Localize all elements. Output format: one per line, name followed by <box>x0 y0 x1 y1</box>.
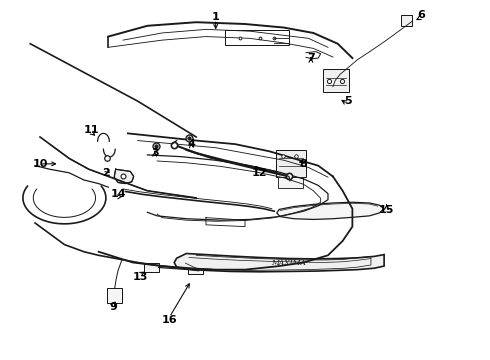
Polygon shape <box>277 202 384 220</box>
Text: 13: 13 <box>132 272 148 282</box>
FancyBboxPatch shape <box>401 14 413 26</box>
Bar <box>225 30 289 45</box>
FancyBboxPatch shape <box>276 150 306 177</box>
Text: MAXIMA: MAXIMA <box>271 259 306 267</box>
Text: 4: 4 <box>187 139 195 149</box>
FancyBboxPatch shape <box>188 266 203 274</box>
Polygon shape <box>174 253 384 272</box>
FancyBboxPatch shape <box>145 263 159 272</box>
Text: 8: 8 <box>300 159 307 169</box>
Text: 6: 6 <box>417 10 425 20</box>
Text: 2: 2 <box>102 168 110 178</box>
Text: 3: 3 <box>151 148 158 158</box>
Text: 10: 10 <box>32 159 48 169</box>
Text: 11: 11 <box>83 125 99 135</box>
Text: 7: 7 <box>307 53 315 63</box>
Text: 14: 14 <box>110 189 126 199</box>
Text: 9: 9 <box>109 302 117 312</box>
FancyBboxPatch shape <box>278 177 303 188</box>
Polygon shape <box>114 169 134 184</box>
Text: 1: 1 <box>212 12 220 22</box>
Text: 15: 15 <box>379 206 394 216</box>
FancyBboxPatch shape <box>107 288 122 303</box>
FancyBboxPatch shape <box>322 69 349 91</box>
Text: 16: 16 <box>162 315 177 325</box>
Text: 5: 5 <box>343 96 351 106</box>
Text: 12: 12 <box>252 168 268 178</box>
